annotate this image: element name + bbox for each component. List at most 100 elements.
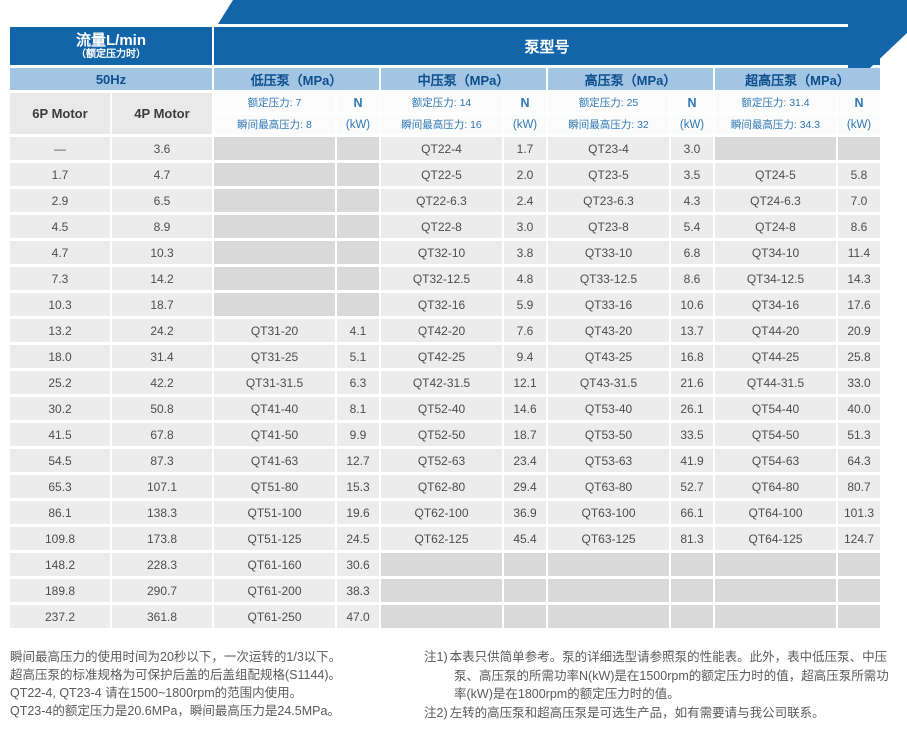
note-2-label: 注2)	[424, 705, 448, 720]
table-row: 30.2 50.8 QT41-40 8.1 QT52-40 14.6 QT53-40 26.1…	[10, 397, 880, 420]
ultra-model-cell: QT44-20	[715, 319, 836, 342]
medium-power-cell: 45.4	[504, 527, 546, 550]
high-power-cell: 66.1	[671, 501, 713, 524]
high-model-cell: QT23-4	[548, 137, 669, 160]
flow-4p-cell: 14.2	[112, 267, 212, 290]
low-model-cell	[214, 241, 335, 264]
flow-4p-cell: 3.6	[112, 137, 212, 160]
low-power-cell	[337, 293, 379, 316]
flow-title: 流量L/min	[76, 31, 146, 49]
medium-power-cell	[504, 553, 546, 576]
low-power-cell: 30.6	[337, 553, 379, 576]
table-row: 4.7 10.3 QT32-10 3.8 QT33-10 6.8 QT34-10 11.4	[10, 241, 880, 264]
ultra-model-cell: QT24-8	[715, 215, 836, 238]
medium-model-cell: QT42-31.5	[381, 371, 502, 394]
ultra-power-cell: 17.6	[838, 293, 880, 316]
ultra-model-cell: QT54-50	[715, 423, 836, 446]
high-power-cell: 16.8	[671, 345, 713, 368]
high-model-cell: QT33-16	[548, 293, 669, 316]
instant-pressure-ultra: 瞬间最高压力: 34.3	[715, 115, 836, 134]
low-power-cell: 4.1	[337, 319, 379, 342]
flow-6p-cell: 1.7	[10, 163, 110, 186]
low-power-cell: 15.3	[337, 475, 379, 498]
ultra-power-cell: 64.3	[838, 449, 880, 472]
pump-spec-table: 流量L/min （额定压力时） 泵型号 50Hz 低压泵（MPa） 中压泵（MP…	[8, 24, 882, 631]
low-power-cell: 19.6	[337, 501, 379, 524]
flow-4p-cell: 18.7	[112, 293, 212, 316]
high-power-cell: 52.7	[671, 475, 713, 498]
flow-4p-cell: 138.3	[112, 501, 212, 524]
medium-power-cell: 4.8	[504, 267, 546, 290]
flow-6p-cell: 189.8	[10, 579, 110, 602]
flow-4p-cell: 10.3	[112, 241, 212, 264]
flow-6p-cell: 86.1	[10, 501, 110, 524]
ultra-model-cell: QT34-10	[715, 241, 836, 264]
table-row: 2.9 6.5 QT22-6.3 2.4 QT23-6.3 4.3 QT24-6.3 7.0	[10, 189, 880, 212]
low-model-cell	[214, 137, 335, 160]
ultra-model-cell: QT24-5	[715, 163, 836, 186]
note-2: 注2) 左转的高压泵和超高压泵是可选生产品，如有需要请与我公司联系。	[424, 704, 900, 723]
medium-model-cell	[381, 553, 502, 576]
ultra-model-cell: QT34-12.5	[715, 267, 836, 290]
ultra-power-cell: 124.7	[838, 527, 880, 550]
high-power-cell: 5.4	[671, 215, 713, 238]
flow-6p-cell: 54.5	[10, 449, 110, 472]
high-power-cell: 13.7	[671, 319, 713, 342]
ultra-model-cell	[715, 137, 836, 160]
high-power-cell	[671, 553, 713, 576]
low-power-cell: 6.3	[337, 371, 379, 394]
low-power-cell	[337, 267, 379, 290]
low-model-cell: QT41-40	[214, 397, 335, 420]
high-model-cell: QT53-50	[548, 423, 669, 446]
table-row: 4.5 8.9 QT22-8 3.0 QT23-8 5.4 QT24-8 8.6	[10, 215, 880, 238]
note-line: QT23-4的额定压力是20.6MPa，瞬间最高压力是24.5MPa。	[10, 704, 340, 718]
flow-4p-cell: 107.1	[112, 475, 212, 498]
power-unit-high: (kW)	[671, 115, 713, 134]
ultra-power-cell: 51.3	[838, 423, 880, 446]
low-power-cell	[337, 215, 379, 238]
low-model-cell: QT61-200	[214, 579, 335, 602]
low-power-cell: 12.7	[337, 449, 379, 472]
high-model-cell: QT63-80	[548, 475, 669, 498]
header-row-rated: 6P Motor 4P Motor 额定压力: 7 N 额定压力: 14 N 额…	[10, 93, 880, 134]
ultra-power-cell: 25.8	[838, 345, 880, 368]
ultra-model-cell: QT64-100	[715, 501, 836, 524]
medium-power-cell	[504, 579, 546, 602]
note-1: 注1) 本表只供简单参考。泵的详细选型请参照泵的性能表。此外，表中低压泵、中压泵、…	[424, 648, 900, 704]
flow-4p-cell: 87.3	[112, 449, 212, 472]
frequency-header: 50Hz	[10, 68, 212, 90]
high-model-cell: QT23-5	[548, 163, 669, 186]
low-power-cell: 24.5	[337, 527, 379, 550]
table-row: 65.3 107.1 QT51-80 15.3 QT62-80 29.4 QT63-80 52…	[10, 475, 880, 498]
note-1-label: 注1)	[424, 650, 448, 664]
group-header-low-pressure: 低压泵（MPa）	[214, 68, 379, 90]
ultra-power-cell: 80.7	[838, 475, 880, 498]
group-header-medium-pressure: 中压泵（MPa）	[381, 68, 546, 90]
flow-4p-cell: 31.4	[112, 345, 212, 368]
high-model-cell	[548, 579, 669, 602]
ultra-model-cell: QT54-63	[715, 449, 836, 472]
notes-left: 瞬间最高压力的使用时间为20秒以下，一次运转的1/3以下。 超高压泵的标准规格为可…	[10, 648, 412, 720]
high-model-cell: QT33-12.5	[548, 267, 669, 290]
header-row-groups: 50Hz 低压泵（MPa） 中压泵（MPa） 高压泵（MPa） 超高压泵（MPa…	[10, 68, 880, 90]
low-model-cell: QT41-63	[214, 449, 335, 472]
low-model-cell	[214, 163, 335, 186]
ultra-power-cell	[838, 605, 880, 628]
medium-power-cell: 23.4	[504, 449, 546, 472]
table-row: 148.2 228.3 QT61-160 30.6	[10, 553, 880, 576]
medium-power-cell: 3.0	[504, 215, 546, 238]
power-unit-ultra: (kW)	[838, 115, 880, 134]
medium-model-cell: QT22-8	[381, 215, 502, 238]
ultra-power-cell: 33.0	[838, 371, 880, 394]
high-model-cell	[548, 605, 669, 628]
low-model-cell: QT31-25	[214, 345, 335, 368]
flow-4p-cell: 228.3	[112, 553, 212, 576]
flow-4p-cell: 361.8	[112, 605, 212, 628]
medium-power-cell: 2.4	[504, 189, 546, 212]
ultra-model-cell	[715, 605, 836, 628]
medium-power-cell: 29.4	[504, 475, 546, 498]
low-power-cell: 8.1	[337, 397, 379, 420]
flow-header: 流量L/min （额定压力时）	[10, 27, 212, 65]
flow-6p-cell: 65.3	[10, 475, 110, 498]
power-symbol-high: N	[671, 93, 713, 112]
